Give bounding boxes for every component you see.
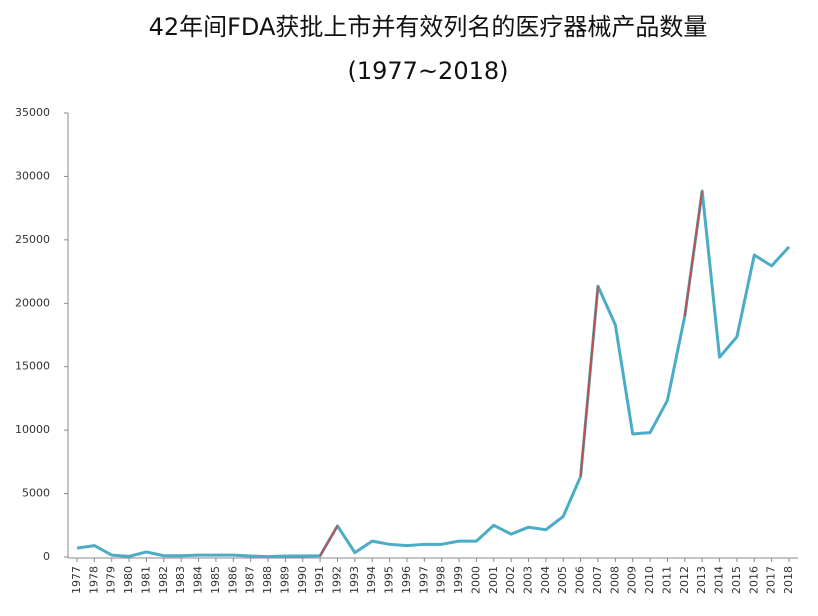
x-tick-label: 1999 [452, 566, 465, 594]
x-tick-label: 2016 [747, 566, 760, 594]
x-tick-label: 1979 [105, 566, 118, 594]
x-tick-label: 1996 [400, 566, 413, 594]
x-tick-label: 1986 [226, 566, 239, 594]
x-tick-label: 1984 [192, 566, 205, 594]
x-tick-label: 1978 [87, 566, 100, 594]
x-tick-label: 1982 [157, 566, 170, 594]
x-tick-label: 2001 [487, 566, 500, 594]
x-tick-label: 1991 [313, 566, 326, 594]
highlight-segment [579, 286, 599, 477]
x-tick-label: 1985 [209, 566, 222, 594]
chart-subtitle: (1977~2018) [348, 57, 509, 85]
x-tick-label: 2006 [574, 566, 587, 594]
x-tick-label: 1994 [365, 566, 378, 594]
y-tick-label: 30000 [15, 169, 50, 182]
x-tick-label: 1981 [139, 566, 152, 594]
x-tick-label: 1989 [278, 566, 291, 594]
x-tick-label: 2017 [765, 566, 778, 594]
x-tick-label: 2008 [608, 566, 621, 594]
y-tick-label: 15000 [15, 360, 50, 373]
x-tick-label: 2012 [678, 566, 691, 594]
x-tick-label: 2018 [782, 566, 795, 594]
x-tick-label: 2003 [522, 566, 535, 594]
y-tick-label: 20000 [15, 296, 50, 309]
x-tick-label: 2000 [469, 566, 482, 594]
x-tick-label: 1987 [244, 566, 257, 594]
x-tick-label: 2002 [504, 566, 517, 594]
x-tick-label: 1993 [348, 566, 361, 594]
x-tick-label: 1977 [70, 566, 83, 594]
x-tick-label: 1980 [122, 566, 135, 594]
x-tick-label: 1990 [296, 566, 309, 594]
x-tick-label: 2010 [643, 566, 656, 594]
x-tick-label: 2004 [539, 566, 552, 594]
y-tick-label: 0 [43, 550, 50, 563]
y-tick-label: 5000 [22, 487, 50, 500]
x-tick-label: 2009 [626, 566, 639, 594]
x-tick-label: 2005 [556, 566, 569, 594]
x-tick-label: 2015 [730, 566, 743, 594]
y-tick-label: 35000 [15, 106, 50, 119]
x-tick-label: 1988 [261, 566, 274, 594]
x-tick-label: 1995 [383, 566, 396, 594]
chart-title: 42年间FDA获批上市并有效列名的医疗器械产品数量 [149, 13, 708, 41]
x-tick-label: 2013 [695, 566, 708, 594]
x-tick-label: 1998 [435, 566, 448, 594]
x-tick-label: 1983 [174, 566, 187, 594]
highlight-segment [683, 190, 704, 317]
x-tick-label: 2011 [660, 566, 673, 594]
x-tick-label: 2007 [591, 566, 604, 594]
x-tick-label: 2014 [713, 566, 726, 594]
highlight-segment [319, 525, 339, 557]
x-tick-label: 1992 [330, 566, 343, 594]
series-line [76, 189, 791, 559]
y-tick-label: 10000 [15, 423, 50, 436]
y-tick-label: 25000 [15, 233, 50, 246]
x-tick-label: 1997 [417, 566, 430, 594]
